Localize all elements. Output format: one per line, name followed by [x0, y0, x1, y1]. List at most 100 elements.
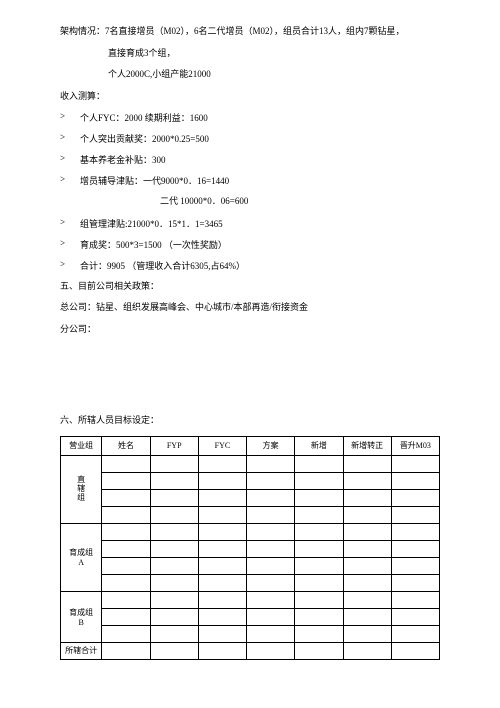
table-cell	[391, 608, 439, 625]
table-row	[61, 557, 440, 574]
group-label: 育成组A	[69, 548, 93, 567]
income-item-text: 个人突出贡献奖：2000*0.25=500	[80, 132, 440, 145]
table-cell	[295, 472, 343, 489]
group-label-cell: 育成组A	[61, 523, 102, 591]
bullet-icon: >	[60, 132, 80, 145]
table-cell	[150, 506, 198, 523]
table-cell	[150, 591, 198, 608]
th-group: 营业组	[61, 436, 102, 455]
income-item: > 增员辅导津贴：一代9000*0．16=1440	[60, 174, 440, 187]
table-cell	[247, 591, 295, 608]
bullet-icon: >	[60, 217, 80, 230]
table-cell	[247, 455, 295, 472]
table-cell	[198, 472, 246, 489]
table-cell	[102, 455, 150, 472]
table-cell	[295, 557, 343, 574]
table-cell	[295, 506, 343, 523]
income-title: 收入测算：	[60, 90, 440, 104]
table-cell	[102, 591, 150, 608]
table-cell	[295, 591, 343, 608]
table-cell	[102, 523, 150, 540]
income-item: > 基本养老金补贴：300	[60, 153, 440, 166]
th-plan: 方案	[247, 436, 295, 455]
th-newconv: 新增转正	[343, 436, 391, 455]
income-item: > 个人突出贡献奖：2000*0.25=500	[60, 132, 440, 145]
table-cell	[295, 574, 343, 591]
table-cell	[391, 642, 439, 659]
table-cell	[102, 472, 150, 489]
group-label: 直辖组	[76, 475, 87, 502]
table-cell	[198, 540, 246, 557]
table-row	[61, 506, 440, 523]
income-item: > 育成奖：500*3=1500 （一次性奖励）	[60, 238, 440, 251]
table-cell	[391, 489, 439, 506]
th-name: 姓名	[102, 436, 150, 455]
table-cell	[198, 557, 246, 574]
table-cell	[198, 506, 246, 523]
income-item-text: 育成奖：500*3=1500 （一次性奖励）	[80, 238, 440, 251]
table-cell	[102, 574, 150, 591]
income-item-text: 基本养老金补贴：300	[80, 153, 440, 166]
table-row	[61, 489, 440, 506]
table-cell	[198, 625, 246, 642]
table-row: 育成组B	[61, 591, 440, 608]
table-cell	[295, 489, 343, 506]
th-promote: 晋升M03	[391, 436, 439, 455]
income-item-text: 组管理津贴:21000*0．15*1．1=3465	[80, 217, 440, 230]
section-6-title: 六、所辖人员目标设定：	[60, 414, 440, 428]
table-cell	[343, 455, 391, 472]
target-table: 营业组 姓名 FYP FYC 方案 新增 新增转正 晋升M03 直辖组育成组A育…	[60, 436, 440, 660]
situation-line-1: 架构情况：7名直接增员（M02），6名二代增员（M02），组员合计13人，组内7…	[60, 25, 440, 39]
table-footer-row: 所辖合计	[61, 642, 440, 659]
table-cell	[198, 489, 246, 506]
th-new: 新增	[295, 436, 343, 455]
bullet-icon: >	[60, 259, 80, 272]
table-cell	[247, 608, 295, 625]
table-cell	[247, 523, 295, 540]
footer-label-cell: 所辖合计	[61, 642, 102, 659]
table-cell	[391, 557, 439, 574]
table-cell	[198, 574, 246, 591]
table-cell	[343, 591, 391, 608]
income-subline: 二代 10000*0．06=600	[60, 195, 440, 209]
table-cell	[343, 557, 391, 574]
table-cell	[391, 523, 439, 540]
income-item-text: 个人FYC：2000 续期利益：1600	[80, 111, 440, 124]
table-cell	[102, 489, 150, 506]
table-cell	[102, 625, 150, 642]
table-cell	[391, 591, 439, 608]
table-cell	[247, 642, 295, 659]
table-cell	[102, 642, 150, 659]
table-cell	[343, 506, 391, 523]
table-cell	[343, 625, 391, 642]
table-row	[61, 540, 440, 557]
table-cell	[150, 642, 198, 659]
table-cell	[295, 642, 343, 659]
table-cell	[391, 625, 439, 642]
table-cell	[391, 455, 439, 472]
table-cell	[247, 625, 295, 642]
situation-line-3: 个人2000C,小组产能21000	[60, 68, 440, 82]
table-cell	[247, 557, 295, 574]
table-cell	[391, 540, 439, 557]
table-cell	[343, 608, 391, 625]
table-cell	[295, 455, 343, 472]
table-cell	[343, 523, 391, 540]
table-row: 直辖组	[61, 455, 440, 472]
bullet-icon: >	[60, 153, 80, 166]
table-cell	[198, 591, 246, 608]
table-cell	[150, 625, 198, 642]
branch-line: 分公司：	[60, 323, 440, 337]
table-cell	[150, 608, 198, 625]
table-cell	[247, 489, 295, 506]
table-cell	[150, 523, 198, 540]
table-cell	[198, 608, 246, 625]
table-cell	[150, 472, 198, 489]
table-cell	[247, 472, 295, 489]
table-cell	[343, 642, 391, 659]
th-fyp: FYP	[150, 436, 198, 455]
table-cell	[391, 472, 439, 489]
table-row	[61, 472, 440, 489]
income-item: > 组管理津贴:21000*0．15*1．1=3465	[60, 217, 440, 230]
table-row	[61, 608, 440, 625]
